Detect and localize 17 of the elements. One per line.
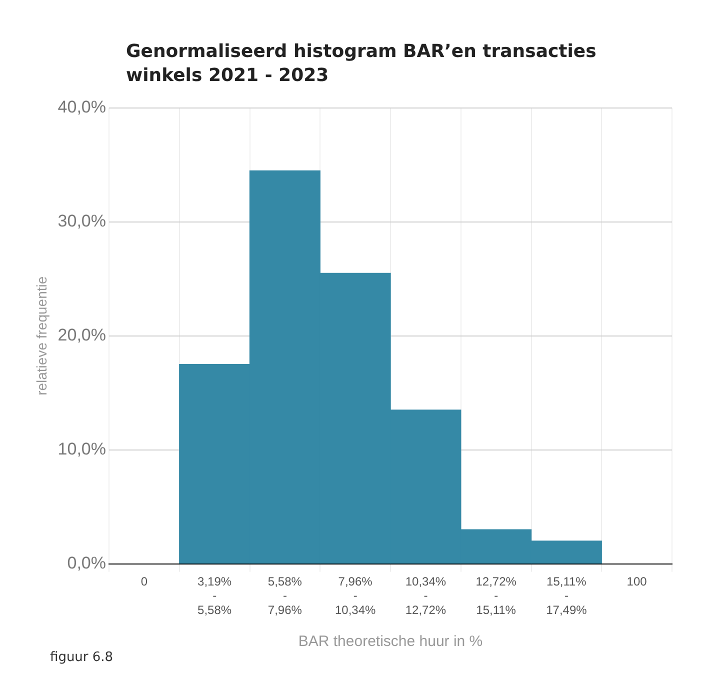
x-tick-label: 3,19% - 5,58%	[198, 574, 232, 618]
x-tick-label: 15,11% - 17,49%	[546, 574, 588, 618]
chart-title: Genormaliseerd histogram BAR’en transacties winkels 2021 - 2023	[126, 40, 596, 88]
y-tick-label: 20,0%	[58, 326, 106, 345]
y-tick-label: 30,0%	[58, 212, 106, 231]
x-tick-label: 100	[626, 574, 648, 588]
text: figuur 6.8	[50, 650, 114, 665]
x-tick-label: 7,96% - 10,34%	[334, 574, 376, 618]
x-tick-label: 10,34% - 12,72%	[405, 574, 446, 618]
x-tick-label: 0	[140, 574, 148, 588]
y-tick-label: 0,0%	[67, 553, 106, 572]
y-axis-title: relatieve frequentie	[33, 276, 50, 396]
y-tick-label: 40,0%	[58, 98, 106, 117]
x-axis-title: BAR theoretische huur in %	[298, 633, 483, 650]
y-tick-label: 10,0%	[58, 440, 106, 459]
x-tick-label: 12,72% - 15,11%	[476, 574, 517, 618]
x-tick-label: 5,58% - 7,96%	[268, 574, 302, 618]
